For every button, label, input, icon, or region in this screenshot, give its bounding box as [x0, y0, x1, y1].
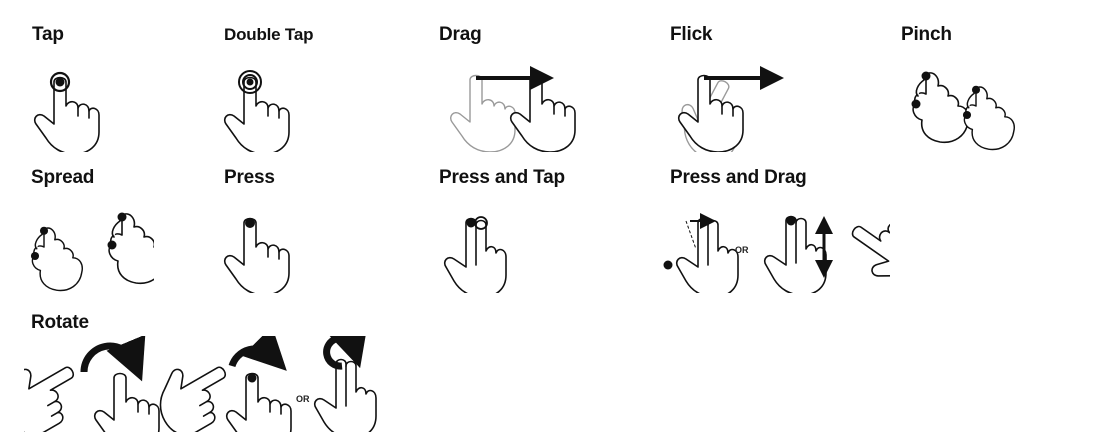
hand-pointer-icon — [911, 71, 1015, 151]
or-separator: OR — [735, 245, 749, 255]
gesture-label: Drag — [439, 24, 482, 45]
gesture-label: Press and Tap — [439, 167, 565, 188]
hand-pointer-icon — [223, 70, 290, 152]
gesture-label: Double Tap — [224, 25, 314, 44]
gesture-label: Pinch — [901, 24, 952, 45]
arrow-icon: OR — [663, 203, 890, 293]
gesture-label: Press — [224, 167, 275, 188]
gesture-label: Flick — [670, 24, 713, 45]
hand-pointer-icon — [443, 216, 507, 293]
or-separator: OR — [296, 394, 310, 404]
hand-pointer-icon — [30, 212, 154, 292]
hand-pointer-icon — [223, 217, 290, 293]
gesture-label: Rotate — [31, 312, 89, 333]
rotate-arrow-icon: OR OR — [24, 336, 377, 432]
gesture-label: Tap — [32, 24, 64, 45]
arrow-icon — [450, 66, 576, 152]
gesture-label: Spread — [31, 167, 95, 188]
gesture-label: Press and Drag — [670, 167, 807, 188]
hand-pointer-icon — [33, 71, 100, 152]
arrow-icon — [666, 66, 784, 152]
